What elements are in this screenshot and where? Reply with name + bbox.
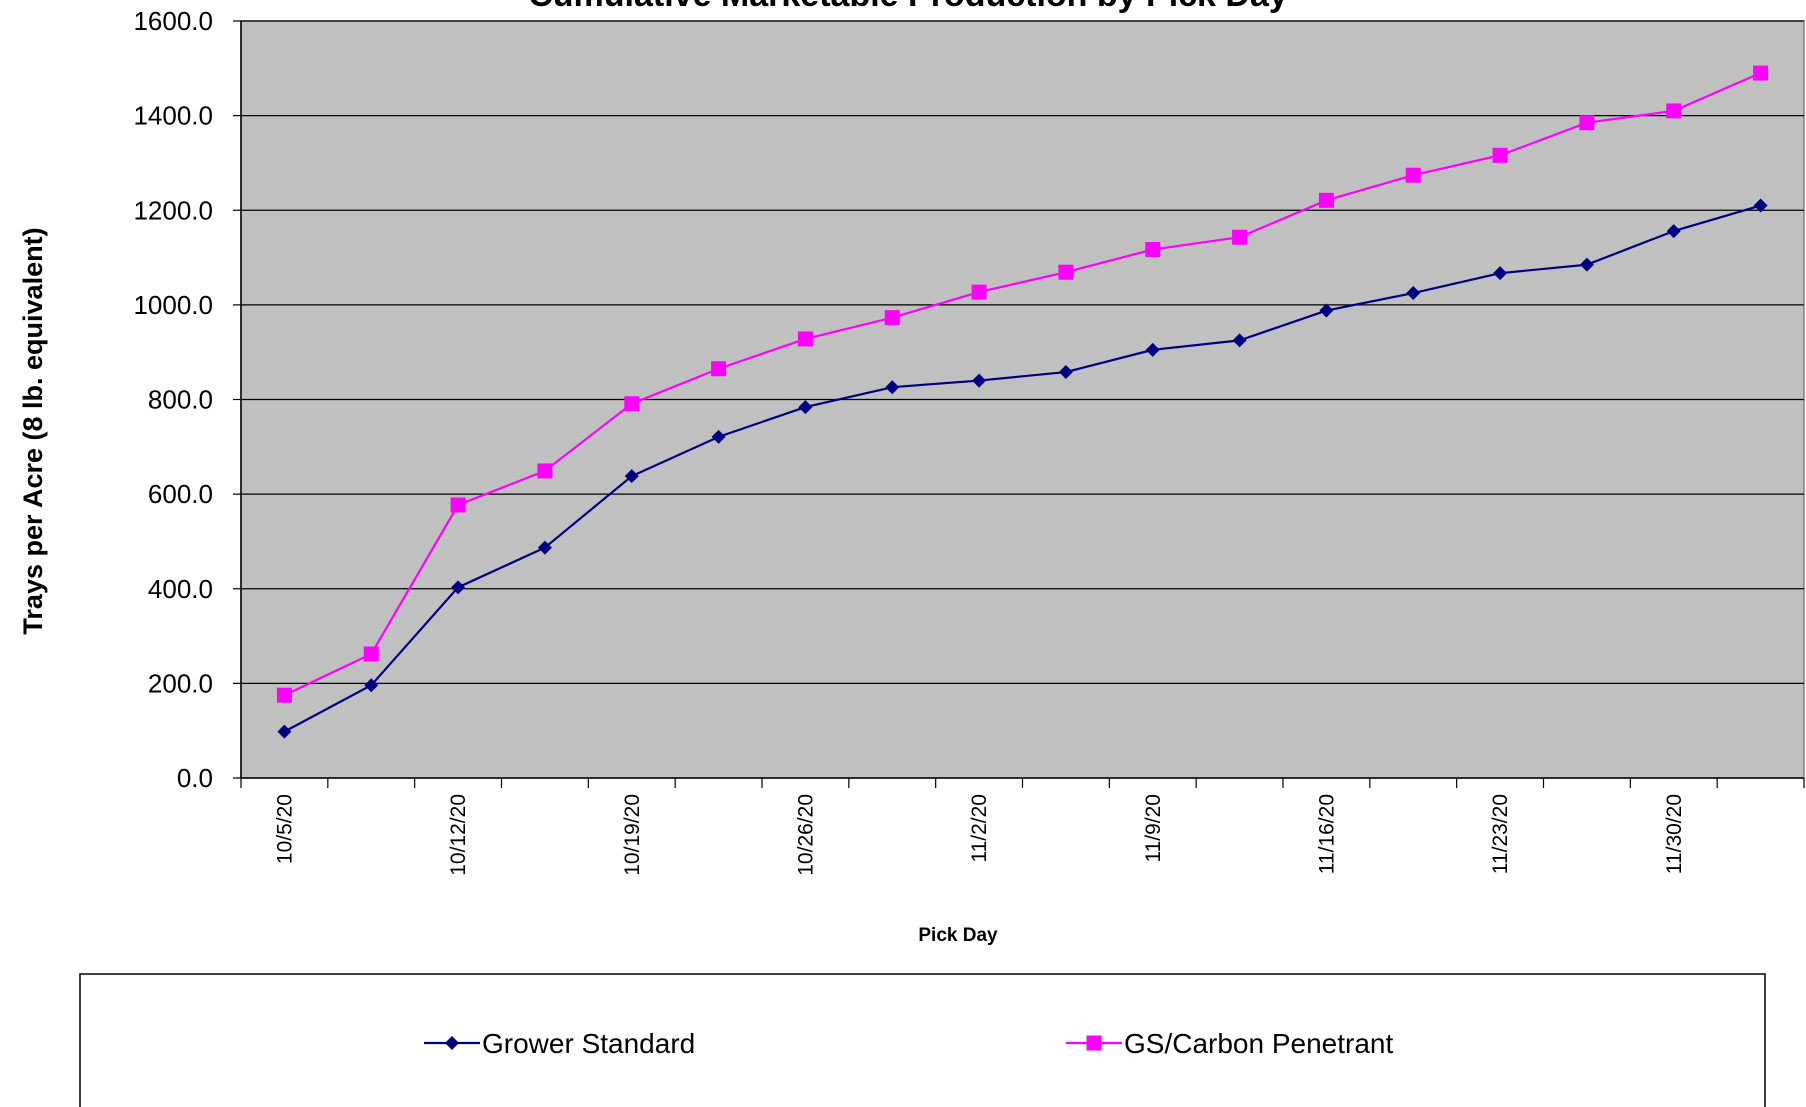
- data-point: [1405, 167, 1421, 183]
- data-point: [1319, 303, 1334, 318]
- data-point: [537, 463, 553, 479]
- y-tick-label: 1400.0: [133, 101, 213, 131]
- data-point: [1232, 333, 1247, 348]
- x-tick-label: 11/30/20: [1663, 794, 1686, 874]
- data-point: [971, 284, 987, 300]
- y-tick-label: 400.0: [148, 574, 213, 604]
- data-point: [1232, 229, 1248, 245]
- legend-marker: [1086, 1035, 1102, 1051]
- y-tick-label: 800.0: [148, 385, 213, 415]
- legend-marker: [445, 1036, 459, 1050]
- data-point: [1145, 242, 1161, 258]
- x-tick-label: 11/23/20: [1489, 794, 1512, 874]
- data-point: [276, 687, 292, 703]
- x-tick-label: 11/16/20: [1315, 794, 1338, 874]
- legend-label: GS/Carbon Penetrant: [1124, 1028, 1393, 1059]
- data-point: [884, 310, 900, 326]
- x-tick-label: 10/5/20: [273, 794, 296, 864]
- data-point: [1492, 147, 1508, 163]
- data-point: [1753, 65, 1769, 81]
- y-tick-label: 1600.0: [133, 6, 213, 36]
- data-point: [711, 361, 727, 377]
- data-point: [798, 400, 813, 415]
- data-point: [451, 580, 466, 595]
- data-point: [363, 646, 379, 662]
- data-point: [1145, 342, 1160, 357]
- data-point: [450, 497, 466, 513]
- data-point: [624, 469, 639, 484]
- data-point: [1666, 224, 1681, 239]
- series-1: [276, 65, 1769, 703]
- data-point: [972, 373, 987, 388]
- data-point: [1058, 264, 1074, 280]
- x-tick-label: 10/19/20: [621, 794, 644, 876]
- y-tick-label: 0.0: [177, 763, 213, 793]
- data-point: [711, 429, 726, 444]
- y-tick-label: 1200.0: [133, 195, 213, 225]
- data-point: [1406, 286, 1421, 301]
- x-tick-label: 11/2/20: [968, 794, 991, 863]
- series-line: [283, 72, 1762, 697]
- data-point: [1753, 198, 1768, 213]
- legend-box: [79, 973, 1766, 1107]
- y-axis-label: Trays per Acre (8 lb. equivalent): [18, 227, 48, 634]
- data-point: [885, 380, 900, 395]
- data-point: [537, 540, 552, 555]
- data-point: [1058, 365, 1073, 380]
- data-point: [624, 396, 640, 412]
- legend: Grower Standard GS/Carbon Penetrant: [424, 1028, 1393, 1059]
- series-line: [283, 204, 1761, 733]
- data-point: [1579, 257, 1594, 272]
- y-tick-label: 200.0: [148, 668, 213, 698]
- data-point: [364, 678, 379, 693]
- chart-title: Cumulative Marketable Production by Pick…: [528, 0, 1288, 14]
- data-point: [1318, 192, 1334, 208]
- y-tick-label: 600.0: [148, 479, 213, 509]
- x-tick-label: 11/9/20: [1142, 794, 1165, 863]
- series-0: [277, 198, 1768, 739]
- x-axis-label: Pick Day: [918, 925, 998, 946]
- x-tick-label: 10/12/20: [447, 794, 470, 876]
- data-point: [1666, 103, 1682, 119]
- data-point: [1579, 115, 1595, 131]
- legend-label: Grower Standard: [482, 1028, 695, 1059]
- y-tick-label: 1000.0: [133, 290, 213, 320]
- data-point: [277, 724, 292, 739]
- data-point: [1493, 266, 1508, 281]
- plot-area: 0.0 200.0 400.0 600.0 800.0 1000.0 1200.0 1400.…: [133, 6, 1805, 876]
- x-tick-label: 10/26/20: [794, 794, 817, 876]
- legend-item: Grower Standard: [424, 1028, 695, 1059]
- data-point: [797, 331, 813, 347]
- legend-item: GS/Carbon Penetrant: [1066, 1028, 1393, 1059]
